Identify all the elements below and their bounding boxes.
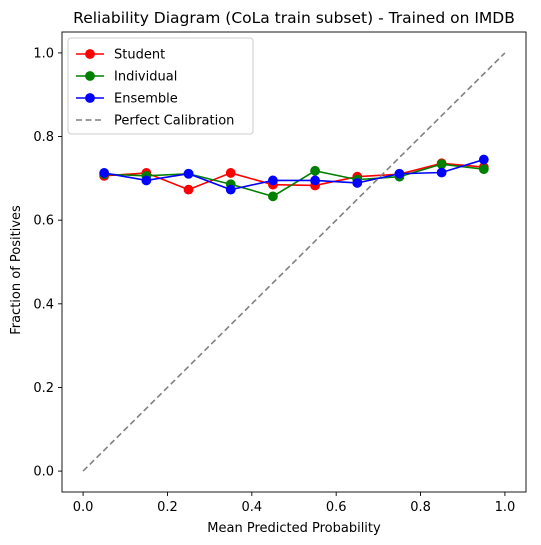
data-point-ensemble [352, 178, 363, 188]
data-point-individual [310, 165, 320, 176]
legend: Student Individual Ensemble Perfect Calibra… [67, 37, 254, 135]
y-tick-label: 1.0 [33, 46, 54, 61]
axes-layer [61, 31, 527, 493]
x-tick-label: 0.4 [241, 500, 262, 515]
y-tick-label: 0.6 [33, 214, 54, 229]
y-axis-label: Fraction of Positives [9, 205, 24, 335]
legend-label-ensemble: Ensemble [114, 92, 178, 107]
data-point-ensemble [268, 175, 278, 186]
data-point-ensemble [99, 168, 110, 178]
axes-frame [61, 31, 527, 493]
legend-label-student: Student [114, 48, 165, 63]
series-layer [82, 52, 506, 472]
x-tick-label: 1.0 [495, 500, 516, 515]
legend-marker-ensemble [85, 93, 95, 103]
series-line-ensemble [104, 158, 485, 191]
x-tick-label: 0.0 [73, 500, 94, 515]
y-tick-label: 0.0 [33, 465, 54, 480]
legend-marker-student [85, 49, 95, 59]
data-point-ensemble [310, 175, 320, 186]
series-line-student [104, 162, 484, 191]
data-point-individual [436, 159, 447, 170]
ticks-layer: 0.0 0.2 0.4 0.6 0.8 1.0 0.0 0.2 0.4 0.6 0.8 1.0 [33, 46, 515, 515]
data-point-ensemble [183, 168, 194, 179]
x-tick-label: 0.2 [157, 500, 178, 515]
data-point-ensemble [225, 184, 236, 195]
series-line-individual [104, 163, 484, 198]
series-line-perfect-calibration [82, 52, 506, 472]
data-point-individual [478, 164, 489, 175]
x-tick-label: 0.6 [326, 500, 347, 515]
data-point-ensemble [478, 154, 489, 165]
legend-box [67, 37, 254, 135]
data-point-individual [268, 191, 278, 202]
chart-title: Reliability Diagram (CoLa train subset) … [73, 9, 515, 27]
data-point-student [225, 168, 236, 178]
y-tick-label: 0.4 [33, 297, 54, 312]
x-tick-label: 0.8 [410, 500, 431, 515]
legend-label-perfect-calibration: Perfect Calibration [114, 114, 234, 129]
legend-label-individual: Individual [114, 70, 177, 85]
y-tick-label: 0.8 [33, 130, 54, 145]
data-point-student [183, 184, 194, 195]
x-axis-label: Mean Predicted Probability [207, 521, 381, 536]
data-point-ensemble [436, 167, 447, 178]
data-point-ensemble [394, 168, 405, 179]
data-point-ensemble [141, 175, 152, 186]
y-tick-label: 0.2 [33, 381, 54, 396]
legend-marker-individual [85, 71, 95, 81]
